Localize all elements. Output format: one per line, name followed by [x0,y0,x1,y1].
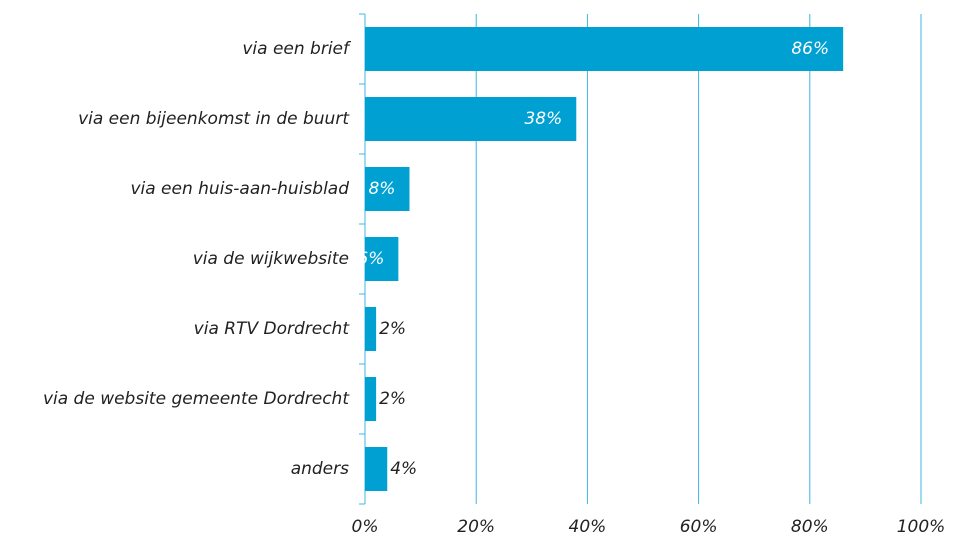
bar [365,97,577,141]
bar [365,377,377,421]
value-label: 2% [379,319,406,339]
y-tick-label: via een huis-aan-huisblad [130,179,349,199]
y-tick-label: via de website gemeente Dordrecht [43,389,350,409]
y-tick-label: anders [291,459,349,479]
bar [365,237,399,281]
x-tick-label: 0% [352,517,379,537]
value-label: 86% [791,39,829,59]
x-tick-label: 80% [791,517,829,537]
bar [365,167,410,211]
bar [365,27,844,71]
x-tick-label: 100% [897,517,946,537]
bar [365,447,388,491]
y-tick-label: via een brief [242,39,352,59]
value-label: 38% [524,109,562,129]
x-tick-label: 20% [457,517,495,537]
value-label: 4% [390,459,417,479]
bar [365,307,377,351]
y-tick-label: via de wijkwebsite [193,249,349,269]
value-label: 2% [379,389,406,409]
y-tick-label: via een bijeenkomst in de buurt [78,109,350,129]
value-label: 8% [368,179,395,199]
x-tick-label: 40% [569,517,607,537]
x-tick-label: 60% [680,517,718,537]
value-label: 6% [357,249,384,269]
y-tick-label: via RTV Dordrecht [194,319,351,339]
